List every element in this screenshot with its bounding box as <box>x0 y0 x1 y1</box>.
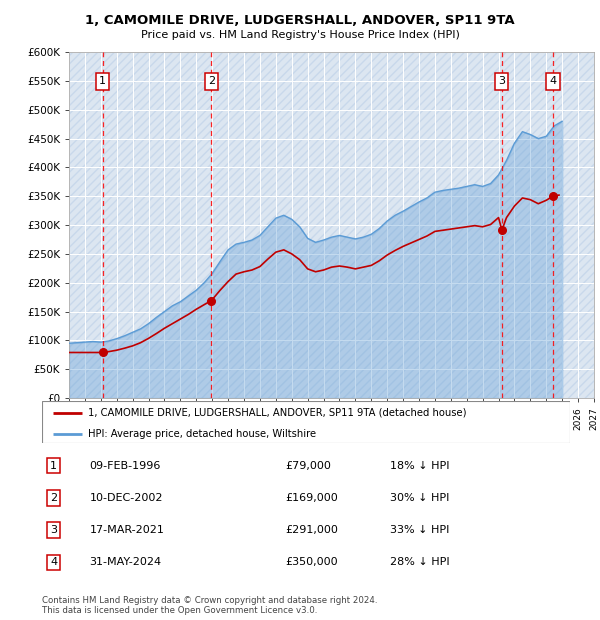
Text: 17-MAR-2021: 17-MAR-2021 <box>89 525 164 535</box>
FancyBboxPatch shape <box>42 401 570 443</box>
Text: 33% ↓ HPI: 33% ↓ HPI <box>391 525 450 535</box>
Text: 2: 2 <box>208 76 215 86</box>
Text: £79,000: £79,000 <box>285 461 331 471</box>
Text: 09-FEB-1996: 09-FEB-1996 <box>89 461 161 471</box>
Text: £291,000: £291,000 <box>285 525 338 535</box>
Text: 4: 4 <box>550 76 557 86</box>
Text: 10-DEC-2002: 10-DEC-2002 <box>89 493 163 503</box>
Text: 28% ↓ HPI: 28% ↓ HPI <box>391 557 450 567</box>
Text: 1: 1 <box>50 461 57 471</box>
Text: £350,000: £350,000 <box>285 557 338 567</box>
Text: 30% ↓ HPI: 30% ↓ HPI <box>391 493 450 503</box>
Text: 3: 3 <box>499 76 505 86</box>
Text: 1: 1 <box>99 76 106 86</box>
Text: 31-MAY-2024: 31-MAY-2024 <box>89 557 161 567</box>
Text: 1, CAMOMILE DRIVE, LUDGERSHALL, ANDOVER, SP11 9TA: 1, CAMOMILE DRIVE, LUDGERSHALL, ANDOVER,… <box>85 14 515 27</box>
Text: 1, CAMOMILE DRIVE, LUDGERSHALL, ANDOVER, SP11 9TA (detached house): 1, CAMOMILE DRIVE, LUDGERSHALL, ANDOVER,… <box>88 408 467 418</box>
Text: £169,000: £169,000 <box>285 493 338 503</box>
Text: Contains HM Land Registry data © Crown copyright and database right 2024.
This d: Contains HM Land Registry data © Crown c… <box>42 596 377 615</box>
Text: 2: 2 <box>50 493 57 503</box>
Text: HPI: Average price, detached house, Wiltshire: HPI: Average price, detached house, Wilt… <box>88 429 317 439</box>
Text: 3: 3 <box>50 525 57 535</box>
Text: Price paid vs. HM Land Registry's House Price Index (HPI): Price paid vs. HM Land Registry's House … <box>140 30 460 40</box>
Text: 4: 4 <box>50 557 57 567</box>
Text: 18% ↓ HPI: 18% ↓ HPI <box>391 461 450 471</box>
